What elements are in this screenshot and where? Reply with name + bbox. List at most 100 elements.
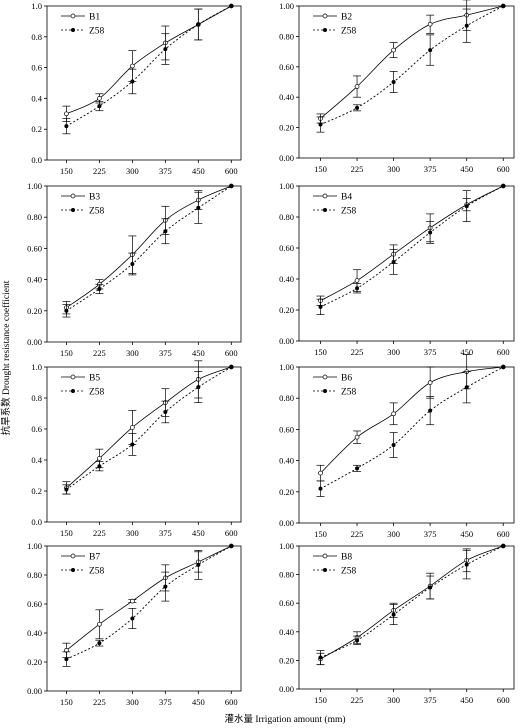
series-b1: B1 <box>61 3 234 122</box>
x-tick-label: 600 <box>225 348 238 358</box>
series-line <box>320 545 504 658</box>
series-z58: Z58 <box>61 4 234 135</box>
data-point <box>229 184 234 188</box>
series-b4: B4 <box>313 183 506 306</box>
data-point <box>196 22 201 27</box>
y-tick-label: 0.20 <box>279 487 294 497</box>
data-point <box>391 47 396 53</box>
legend-label: B1 <box>89 13 100 23</box>
series-z58: Z58 <box>313 365 506 497</box>
x-tick-label: 600 <box>497 695 510 705</box>
data-point <box>196 562 201 567</box>
x-tick-label: 600 <box>225 166 238 176</box>
y-tick-label: 0.60 <box>27 243 42 253</box>
data-point <box>318 122 323 127</box>
x-tick-label: 150 <box>314 164 327 174</box>
y-tick-label: 1.00 <box>279 541 294 551</box>
legend-swatch-marker <box>322 553 328 559</box>
y-tick-label: 1.00 <box>279 1 294 11</box>
series-line <box>320 5 504 125</box>
x-tick-label: 600 <box>497 347 510 357</box>
x-tick-label: 600 <box>225 697 238 707</box>
data-point <box>130 425 135 430</box>
x-tick-label: 150 <box>314 347 327 357</box>
x-tick-label: 150 <box>314 695 327 705</box>
data-point <box>464 562 469 567</box>
data-point <box>428 230 433 235</box>
series-b6: B6 <box>313 354 506 482</box>
y-tick-label: 0.20 <box>27 657 42 667</box>
legend-swatch-marker <box>323 389 327 393</box>
y-tick-label: 0.00 <box>279 153 294 163</box>
x-tick-label: 450 <box>460 347 473 357</box>
data-point <box>130 63 135 69</box>
panel-4: 0.00 0.20 0.40 0.60 0.80 1.00 150 225 300 375 450 6… <box>279 181 515 357</box>
panel-1: 0.0 0.2 0.4 0.6 0.8 1.0 150 225 300 375 450 600 B1 Z5… <box>31 1 242 176</box>
data-point <box>97 286 102 291</box>
y-tick-label: 0.00 <box>279 518 294 528</box>
x-tick-label: 300 <box>126 348 139 358</box>
legend-swatch-marker <box>322 13 328 19</box>
y-tick-label: 1.00 <box>27 541 42 551</box>
y-tick-label: 0.60 <box>279 424 294 434</box>
y-tick-label: 0.8 <box>31 32 42 42</box>
y-tick-label: 0.20 <box>279 305 294 315</box>
x-tick-label: 450 <box>460 695 473 705</box>
plot-frame <box>298 5 515 159</box>
y-tick-label: 1.00 <box>279 362 294 372</box>
x-tick-label: 450 <box>460 529 473 539</box>
y-tick-label: 0.2 <box>31 124 42 134</box>
panel-6: 0.00 0.20 0.40 0.60 0.80 1.00 150 225 300 375 450 6… <box>279 354 515 539</box>
y-tick-label: 0.4 <box>31 455 42 465</box>
data-point <box>427 380 433 385</box>
data-point <box>229 544 234 548</box>
x-tick-label: 225 <box>351 164 364 174</box>
series-z58: Z58 <box>61 544 234 667</box>
plot-frame <box>298 545 515 690</box>
data-point <box>428 48 433 53</box>
legend-label: Z58 <box>89 388 105 398</box>
x-tick-label: 225 <box>93 697 106 707</box>
y-tick-label: 0.0 <box>31 517 42 527</box>
data-point <box>229 4 234 8</box>
data-point <box>464 23 469 28</box>
series-b5: B5 <box>61 360 234 495</box>
y-tick-label: 0.00 <box>27 686 42 696</box>
data-point <box>427 21 433 27</box>
plot-frame <box>46 545 242 692</box>
x-tick-label: 300 <box>387 347 400 357</box>
panel-2: 0.00 0.20 0.40 0.60 0.80 1.00 150 225 300 375 450 6… <box>279 0 515 174</box>
y-tick-label: 0.40 <box>279 274 294 284</box>
x-tick-label: 600 <box>497 164 510 174</box>
legend-swatch-marker <box>70 374 76 380</box>
series-line <box>66 545 232 651</box>
legend-swatch-marker <box>322 374 328 380</box>
data-point <box>163 584 168 589</box>
legend-label: B7 <box>89 553 100 563</box>
y-tick-label: 0.80 <box>279 570 294 580</box>
data-point <box>97 621 102 627</box>
x-tick-label: 600 <box>497 529 510 539</box>
legend-label: Z58 <box>341 388 357 398</box>
y-tick-label: 0.20 <box>27 306 42 316</box>
series-line <box>320 185 504 308</box>
legend-label: Z58 <box>89 207 105 217</box>
y-axis-title: 抗旱系数 Drought resistance coefficient <box>0 280 12 435</box>
legend-label: Z58 <box>89 27 105 37</box>
x-tick-label: 300 <box>387 695 400 705</box>
data-point <box>391 443 396 447</box>
legend-label: Z58 <box>341 567 357 577</box>
series-line <box>66 366 232 490</box>
y-tick-label: 0.4 <box>31 93 42 103</box>
x-tick-label: 225 <box>93 528 106 538</box>
series-z58: Z58 <box>61 365 234 495</box>
y-tick-label: 0.00 <box>27 337 42 347</box>
y-tick-label: 0.20 <box>279 123 294 133</box>
x-tick-label: 375 <box>424 347 437 357</box>
series-line <box>66 5 232 127</box>
x-tick-label: 300 <box>126 528 139 538</box>
y-tick-label: 0.6 <box>31 63 42 73</box>
legend-label: Z58 <box>89 567 105 577</box>
legend-swatch-marker <box>71 208 75 212</box>
legend-swatch-marker <box>70 13 76 19</box>
